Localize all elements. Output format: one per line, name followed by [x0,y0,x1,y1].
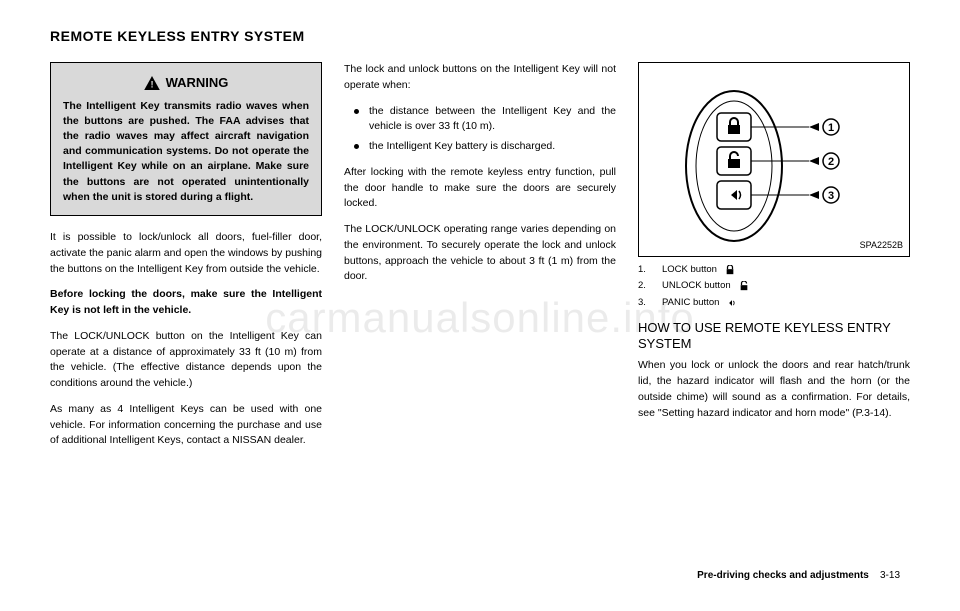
para: The LOCK/UNLOCK operating range varies d… [344,222,616,285]
warning-box: ! WARNING The Intelligent Key transmits … [50,62,322,216]
para: After locking with the remote keyless en… [344,165,616,212]
para: It is possible to lock/unlock all doors,… [50,230,322,277]
figure-code: SPA2252B [860,239,903,253]
svg-text:!: ! [150,79,153,89]
legend-text: PANIC button [662,296,719,310]
para: As many as 4 Intelligent Keys can be use… [50,402,322,449]
bullet-icon [354,109,359,114]
column-2: The lock and unlock buttons on the Intel… [344,62,616,459]
page-footer: Pre-driving checks and adjustments 3-13 [697,570,900,581]
svg-text:1: 1 [828,122,834,134]
legend-num: 2. [638,279,654,293]
bullet-text: the distance between the Intelligent Key… [369,104,616,136]
content-columns: ! WARNING The Intelligent Key transmits … [50,62,910,459]
lock-icon [725,265,735,275]
footer-page: 3-13 [880,570,900,581]
para: When you lock or unlock the doors and re… [638,358,910,421]
list-item: the Intelligent Key battery is discharge… [344,139,616,155]
legend-text: UNLOCK button [662,279,731,293]
legend-num: 3. [638,296,654,310]
legend-num: 1. [638,263,654,277]
figure-legend: 1. LOCK button 2. UNLOCK button 3. PANIC… [638,263,910,310]
para: The LOCK/UNLOCK button on the Intelligen… [50,329,322,392]
legend-item: 1. LOCK button [638,263,910,277]
warning-body: The Intelligent Key transmits radio wave… [63,99,309,206]
svg-text:2: 2 [828,156,834,168]
keyfob-illustration: 1 2 3 [679,81,879,251]
legend-text: LOCK button [662,263,717,277]
keyfob-figure: 1 2 3 SPA2252B [638,62,910,257]
bullet-icon [354,144,359,149]
bullet-text: the Intelligent Key battery is discharge… [369,139,616,155]
list-item: the distance between the Intelligent Key… [344,104,616,136]
section-subheading: HOW TO USE REMOTE KEYLESS ENTRY SYSTEM [638,320,910,353]
warning-triangle-icon: ! [144,76,160,90]
panic-icon [727,298,737,308]
legend-item: 3. PANIC button [638,296,910,310]
warning-heading: ! WARNING [63,73,309,93]
bullet-list: the distance between the Intelligent Key… [344,104,616,155]
page-title: REMOTE KEYLESS ENTRY SYSTEM [50,28,910,44]
column-1: ! WARNING The Intelligent Key transmits … [50,62,322,459]
para: The lock and unlock buttons on the Intel… [344,62,616,94]
warning-label: WARNING [166,73,229,93]
unlock-icon [739,281,749,291]
footer-section: Pre-driving checks and adjustments [697,570,869,581]
svg-text:3: 3 [828,190,834,202]
column-3: 1 2 3 SPA2252B 1. LOCK button 2. UNLOCK … [638,62,910,459]
para-bold: Before locking the doors, make sure the … [50,287,322,319]
legend-item: 2. UNLOCK button [638,279,910,293]
